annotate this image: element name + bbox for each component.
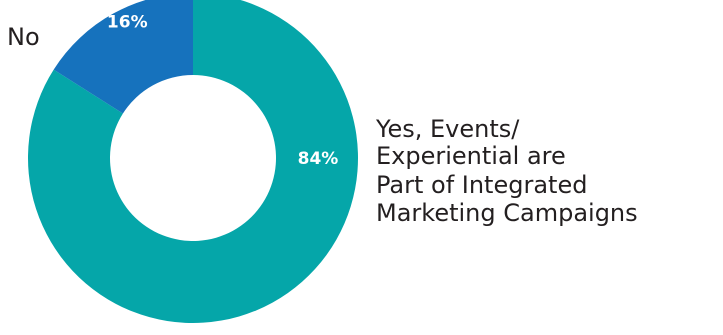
donut-data-labels: 84% 16% <box>107 12 338 169</box>
donut-slice-no <box>53 0 193 114</box>
category-label-yes-line-2: Experiential are <box>376 142 566 170</box>
data-label-yes: 84% <box>298 149 339 169</box>
data-label-no: 16% <box>107 12 148 32</box>
category-label-yes-line-3: Part of Integrated <box>376 171 587 199</box>
donut-slice-yes <box>28 0 358 323</box>
category-label-yes-line-1: Yes, Events/ <box>375 115 520 143</box>
category-labels: No Yes, Events/ Experiential are Part of… <box>7 23 638 227</box>
donut-slices <box>28 0 358 323</box>
category-label-yes-line-4: Marketing Campaigns <box>376 199 638 227</box>
category-label-no: No <box>7 23 40 51</box>
